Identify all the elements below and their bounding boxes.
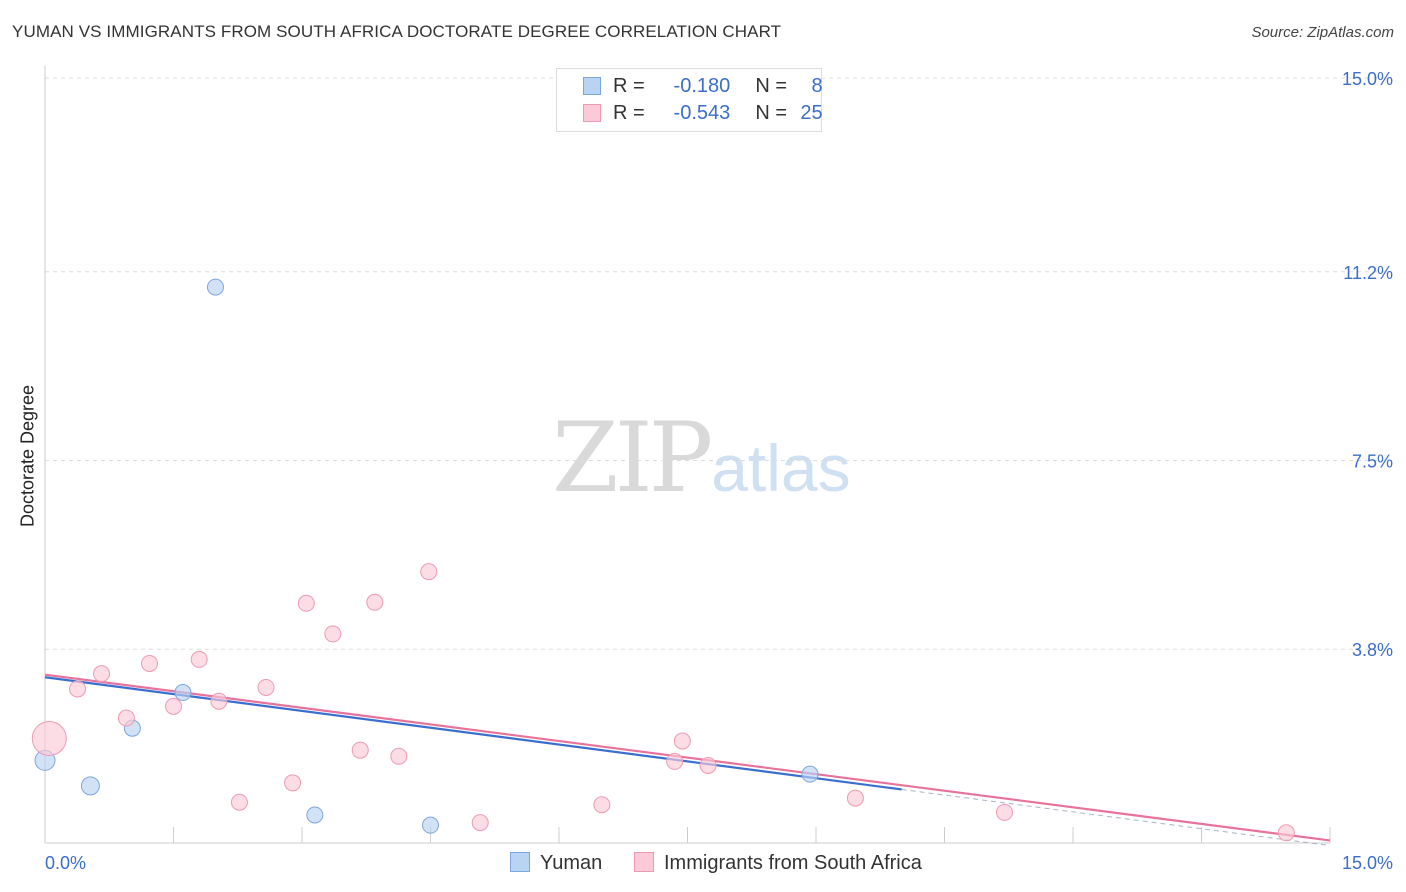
y-tick-label: 15.0% (1342, 69, 1393, 89)
y-tick-label: 7.5% (1352, 452, 1393, 472)
y-axis-title: Doctorate Degree (17, 384, 38, 528)
legend-n-label: N = (755, 102, 788, 124)
bottom-legend-swatch-yuman (510, 852, 530, 872)
south-africa-point (666, 752, 684, 770)
south-africa-point (1277, 824, 1295, 842)
x-tick-label-min: 0.0% (45, 853, 86, 873)
legend-swatch-south-africa (583, 104, 601, 122)
yuman-point (306, 806, 324, 824)
legend-n-value-yuman: 8 (811, 75, 823, 97)
y-tick-label: 11.2% (1343, 263, 1393, 283)
south-africa-point (190, 650, 208, 668)
legend-r-value-yuman: -0.180 (673, 75, 731, 97)
point-layer (31, 278, 1295, 842)
south-africa-point (297, 594, 315, 612)
bottom-legend-yuman: Yuman (510, 852, 602, 875)
legend-r-label: R = (613, 75, 645, 97)
south-africa-point (230, 793, 248, 811)
south-africa-point (390, 747, 408, 765)
south-africa-point (141, 654, 159, 672)
axis-layer (44, 66, 1331, 844)
bottom-legend-label-south-africa: Immigrants from South Africa (664, 852, 922, 874)
legend-n-value-south-africa: 25 (800, 102, 823, 124)
correlation-legend: R = -0.180 N = 8 R = -0.543 N = 25 (556, 68, 823, 132)
bottom-legend-swatch-south-africa (634, 852, 654, 872)
legend-swatch-yuman (583, 77, 601, 95)
yuman-trendline-extension (901, 788, 1331, 847)
south-africa-point (846, 789, 864, 807)
chart-title: YUMAN VS IMMIGRANTS FROM SOUTH AFRICA DO… (12, 22, 782, 41)
grid-layer (45, 77, 1392, 650)
label-layer: 3.8% 7.5% 11.2% 15.0% 0.0% 15.0% (45, 69, 1393, 873)
watermark-zip: ZIP (552, 402, 713, 514)
yuman-point (422, 816, 439, 834)
legend-r-label: R = (613, 102, 645, 124)
bottom-legend-label-yuman: Yuman (540, 852, 603, 874)
source-label: Source: ZipAtlas.com (1251, 24, 1394, 41)
south-africa-point (69, 680, 87, 698)
y-tick-label: 3.8% (1352, 640, 1393, 660)
south-africa-point (420, 563, 438, 581)
watermark: ZIPatlas (552, 402, 851, 514)
south-africa-point (471, 814, 489, 832)
south-africa-point (351, 741, 369, 759)
yuman-point (174, 684, 192, 702)
south-africa-point (31, 720, 67, 756)
legend-n-label: N = (755, 75, 788, 97)
watermark-atlas: atlas (711, 431, 851, 505)
yuman-point (206, 278, 224, 296)
south-africa-point (366, 593, 384, 611)
south-africa-point (699, 756, 717, 774)
south-africa-point (117, 709, 135, 727)
yuman-trendline (44, 676, 902, 791)
x-tick-label-max: 15.0% (1342, 853, 1393, 873)
south-africa-point (324, 625, 342, 643)
south-africa-trendline (44, 673, 1331, 842)
legend-text-south-africa: R = -0.543 N = 25 (613, 102, 823, 125)
yuman-point (801, 765, 819, 783)
south-africa-point (257, 678, 275, 696)
yuman-point (80, 776, 100, 796)
south-africa-point (995, 803, 1013, 821)
south-africa-point (93, 665, 111, 683)
south-africa-point (673, 732, 691, 750)
south-africa-point (210, 692, 228, 710)
legend-text-yuman: R = -0.180 N = 8 (613, 75, 823, 98)
legend-r-value-south-africa: -0.543 (673, 102, 731, 124)
trend-layer (44, 673, 1331, 847)
south-africa-point (593, 796, 611, 814)
south-africa-point (165, 697, 182, 715)
south-africa-point (284, 774, 302, 792)
bottom-legend-south-africa: Immigrants from South Africa (634, 852, 922, 875)
